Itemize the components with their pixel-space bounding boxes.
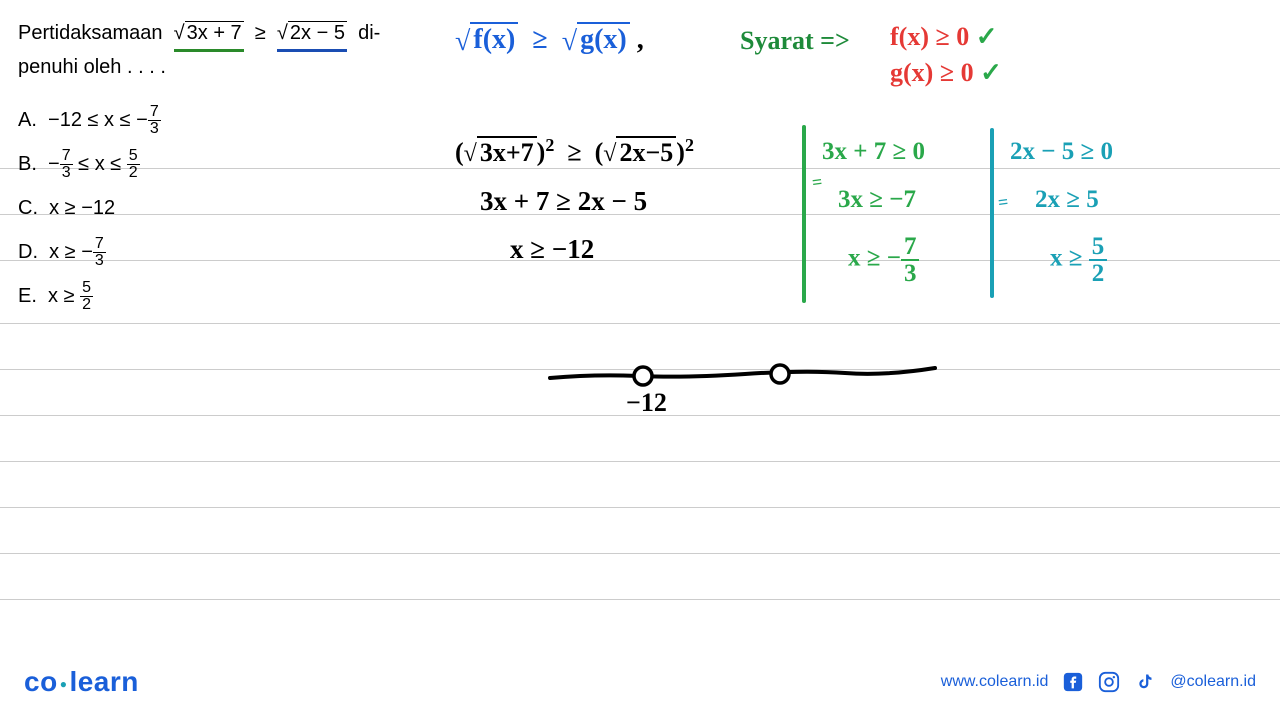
check-icon: ✓	[980, 58, 1002, 87]
tiktok-icon	[1134, 671, 1156, 693]
option-e: E. x ≥ 52	[18, 276, 418, 316]
option-c: C. x ≥ −12	[18, 188, 418, 228]
work-col3-line1: 2x − 5 ≥ 0	[1010, 138, 1113, 166]
work-col1-line2: 3x + 7 ≥ 2x − 5	[480, 186, 647, 217]
problem-statement: Pertidaksamaan √3x + 7 ≥ √2x − 5 di-penu…	[18, 18, 418, 82]
work-col3-line2: 2x ≥ 5	[1035, 186, 1099, 214]
work-condition-1: f(x) ≥ 0 ✓	[890, 22, 998, 52]
footer-url: www.colearn.id	[941, 673, 1049, 691]
footer: co●learn www.colearn.id @colearn.id	[0, 662, 1280, 702]
check-icon: ✓	[976, 22, 998, 51]
footer-handle: @colearn.id	[1170, 673, 1256, 691]
work-col3-line3: x ≥ 52	[1050, 234, 1107, 286]
work-col2-line3: x ≥ −73	[848, 234, 919, 286]
work-general-form: √f(x) ≥ √g(x) ,	[455, 22, 644, 58]
option-a: A. −12 ≤ x ≤ −73	[18, 100, 418, 140]
problem-prefix: Pertidaksamaan	[18, 22, 163, 44]
problem-sqrt-left: √3x + 7	[174, 18, 244, 52]
instagram-icon	[1098, 671, 1120, 693]
problem-sqrt-right: √2x − 5	[277, 18, 347, 52]
option-b: B. −73 ≤ x ≤ 52	[18, 144, 418, 184]
equals-mark-icon: =	[997, 191, 1010, 213]
logo-dot-icon: ●	[58, 677, 70, 691]
answer-options: A. −12 ≤ x ≤ −73 B. −73 ≤ x ≤ 52 C. x ≥ …	[18, 100, 418, 316]
work-col1-line3: x ≥ −12	[510, 234, 594, 265]
work-col2-line1: 3x + 7 ≥ 0	[822, 138, 925, 166]
work-col2-line2: 3x ≥ −7	[838, 186, 916, 214]
column-separator-2	[990, 128, 994, 298]
problem-block: Pertidaksamaan √3x + 7 ≥ √2x − 5 di-penu…	[18, 18, 418, 320]
logo: co●learn	[24, 666, 139, 698]
column-separator-1	[802, 125, 806, 303]
problem-relation: ≥	[255, 22, 266, 44]
option-d: D. x ≥ −73	[18, 232, 418, 272]
number-line	[545, 356, 945, 436]
numberline-label-neg12: −12	[626, 388, 667, 418]
work-syarat-label: Syarat =>	[740, 26, 850, 56]
facebook-icon	[1062, 671, 1084, 693]
work-condition-2: g(x) ≥ 0 ✓	[890, 58, 1002, 88]
work-col1-line1: (√3x+7)2 ≥ (√2x−5)2	[455, 135, 694, 168]
equals-mark-icon: =	[811, 171, 824, 193]
